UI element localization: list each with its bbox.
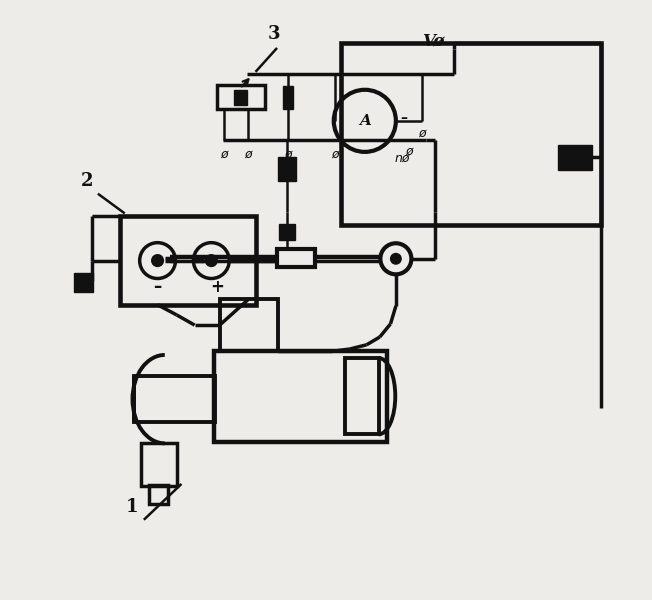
Text: ø: ø — [331, 148, 339, 161]
Circle shape — [390, 253, 402, 265]
Text: +: + — [211, 278, 224, 296]
Text: ø: ø — [284, 148, 291, 161]
Bar — [141, 443, 177, 487]
Bar — [220, 299, 278, 352]
Bar — [234, 91, 247, 105]
Bar — [280, 224, 295, 240]
Text: ø: ø — [244, 148, 252, 161]
Text: 2: 2 — [81, 172, 93, 190]
Bar — [149, 485, 168, 504]
Text: ø: ø — [419, 126, 426, 139]
Circle shape — [205, 254, 218, 267]
Bar — [217, 85, 265, 109]
Circle shape — [151, 254, 164, 267]
Bar — [214, 352, 387, 442]
Bar — [134, 376, 215, 422]
Text: ø: ø — [405, 145, 413, 158]
Bar — [277, 248, 316, 266]
Text: nø: nø — [394, 152, 410, 165]
Bar — [283, 86, 293, 109]
Bar — [341, 43, 600, 226]
Text: ø: ø — [220, 148, 228, 161]
Bar — [278, 157, 296, 181]
Text: –: – — [153, 278, 162, 296]
Bar — [557, 145, 593, 170]
Bar — [345, 358, 379, 434]
Text: –: – — [400, 111, 408, 125]
Text: 1: 1 — [126, 498, 138, 516]
Bar — [74, 272, 93, 292]
Text: A: A — [359, 114, 371, 128]
Text: 3: 3 — [267, 25, 280, 43]
Text: Vø: Vø — [422, 32, 445, 49]
Bar — [120, 217, 256, 305]
